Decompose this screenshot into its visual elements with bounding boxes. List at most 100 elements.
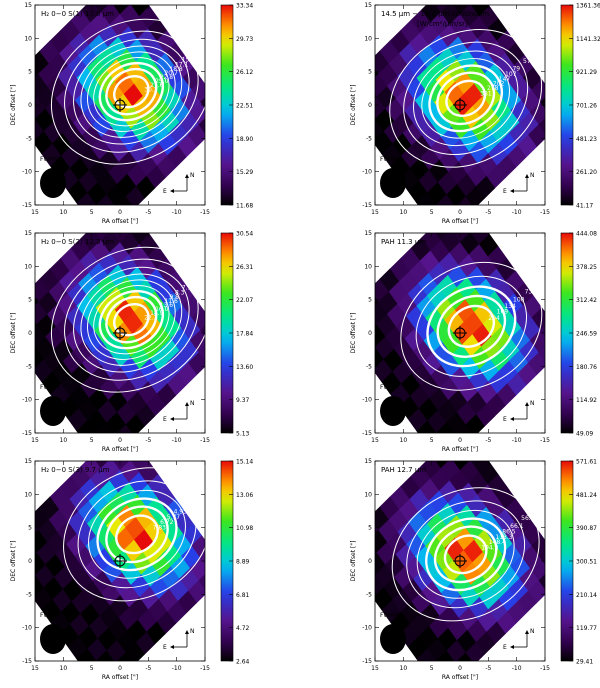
x-tick-label: -5 [485, 437, 491, 444]
contour-label: 86.5 [502, 529, 516, 536]
contour-label: 73 [525, 288, 533, 295]
y-tick-label: 10 [24, 263, 32, 270]
x-tick-label: 15 [371, 437, 379, 444]
beam-ellipse [40, 624, 66, 654]
contour-label: 11.6 [164, 298, 178, 305]
colorbar-tick-label: 41.17 [576, 203, 593, 210]
contour-label: 16.0 [155, 306, 169, 313]
colorbar-tick-label: 10.98 [236, 525, 253, 532]
colorbar-tick-label: 390.87 [576, 525, 597, 532]
compass-e: E [503, 188, 507, 195]
beam-label: FWHM [40, 612, 59, 619]
contour [428, 64, 503, 133]
map-1 [35, 5, 205, 205]
colorbar-tick-label: 15.29 [236, 169, 253, 176]
colorbar-tick-label: 11.68 [236, 203, 253, 210]
y-tick-label: -5 [26, 363, 32, 370]
colorbar-tick-label: 15.14 [236, 459, 253, 466]
contour [389, 28, 543, 168]
y-axis-label: DEC offset ["] [10, 313, 17, 354]
x-axis-label: RA offset ["] [442, 674, 478, 681]
x-tick-label: 0 [118, 665, 122, 672]
y-tick-label: -5 [366, 363, 372, 370]
map-6 [375, 461, 545, 661]
contour [413, 50, 519, 147]
x-tick-label: 5 [430, 665, 434, 672]
colorbar-tick-label: 29.41 [576, 659, 593, 666]
contour [63, 467, 205, 602]
contours-1: 14.115.517.118.820.722.825.027.630.3 [50, 18, 205, 165]
x-tick-label: 0 [118, 437, 122, 444]
compass-north-head [525, 630, 529, 634]
colorbar-tick-label: 921.29 [576, 69, 597, 76]
compass-east-head [170, 189, 174, 193]
contour [73, 38, 190, 145]
y-tick-label: -5 [366, 135, 372, 142]
beam-label: FWHM [380, 612, 399, 619]
y-tick-label: 0 [28, 102, 32, 109]
contour-label: 7.83 [153, 525, 167, 532]
y-tick-label: 5 [28, 69, 32, 76]
colorbar-tick-label: 17.84 [236, 331, 253, 338]
y-tick-label: -10 [22, 625, 32, 632]
map-2 [375, 5, 545, 205]
contour-label: 18.9 [150, 310, 164, 317]
panel-title: 14.5 μm − 15.0 μm continuum [381, 10, 489, 18]
y-tick-label: 10 [364, 263, 372, 270]
colorbar-tick-label: 481.23 [576, 136, 597, 143]
contour [436, 71, 496, 126]
contour-label: 57 [523, 58, 531, 65]
colorbar-tick-label: 261.20 [576, 169, 597, 176]
contour [391, 487, 540, 622]
x-tick-label: 10 [400, 437, 408, 444]
y-tick-label: 5 [368, 297, 372, 304]
x-tick-label: 0 [458, 665, 462, 672]
colorbar-tick-label: 312.42 [576, 297, 597, 304]
colorbar-tick-label: 26.12 [236, 69, 253, 76]
panel-5: 3.644.254.955.776.727.83 FWHM N E H₂ 0−0 S(3… [10, 458, 253, 681]
compass-east-head [510, 189, 514, 193]
colorbar-tick-label: 29.73 [236, 36, 253, 43]
x-tick-label: -5 [145, 437, 151, 444]
map-3 [35, 233, 205, 433]
contour [64, 258, 199, 381]
x-axis-label: RA offset ["] [442, 218, 478, 225]
x-tick-label: -5 [145, 665, 151, 672]
y-tick-label: 10 [364, 35, 372, 42]
compass-north-head [185, 174, 189, 178]
colorbar-tick-label: 300.51 [576, 559, 597, 566]
y-axis-label: DEC offset ["] [350, 85, 357, 126]
contour-label: 9.8 [169, 294, 179, 301]
y-tick-label: 15 [364, 230, 372, 237]
contour [415, 275, 528, 377]
x-tick-label: 5 [90, 437, 94, 444]
contours-3: 6.67.18.39.811.613.616.018.922.2 [50, 246, 205, 393]
colorbar-tick-label: 9.37 [236, 397, 250, 404]
contour-label: 148.4 [489, 539, 506, 546]
x-tick-label: -10 [512, 437, 522, 444]
panel-title: H₂ 0−0 S(1) 17.0 μm [41, 10, 114, 18]
x-tick-label: 5 [90, 665, 94, 672]
contour [93, 285, 170, 355]
beam-ellipse [40, 396, 66, 426]
contour [113, 74, 150, 109]
contour [98, 61, 164, 122]
y-tick-label: 10 [24, 35, 32, 42]
contour [88, 489, 186, 579]
panel-title: PAH 12.7 μm [381, 466, 426, 474]
colorbar-tick-label: 33.34 [236, 3, 253, 10]
colorbar-tick-label: 571.61 [576, 459, 597, 466]
compass-north-head [525, 402, 529, 406]
contour-label: 4.25 [182, 503, 196, 510]
colorbar-tick-label: 4.72 [236, 625, 250, 632]
compass-e: E [163, 416, 167, 423]
colorbar-tick-label: 6.81 [236, 592, 250, 599]
y-tick-label: -10 [362, 397, 372, 404]
